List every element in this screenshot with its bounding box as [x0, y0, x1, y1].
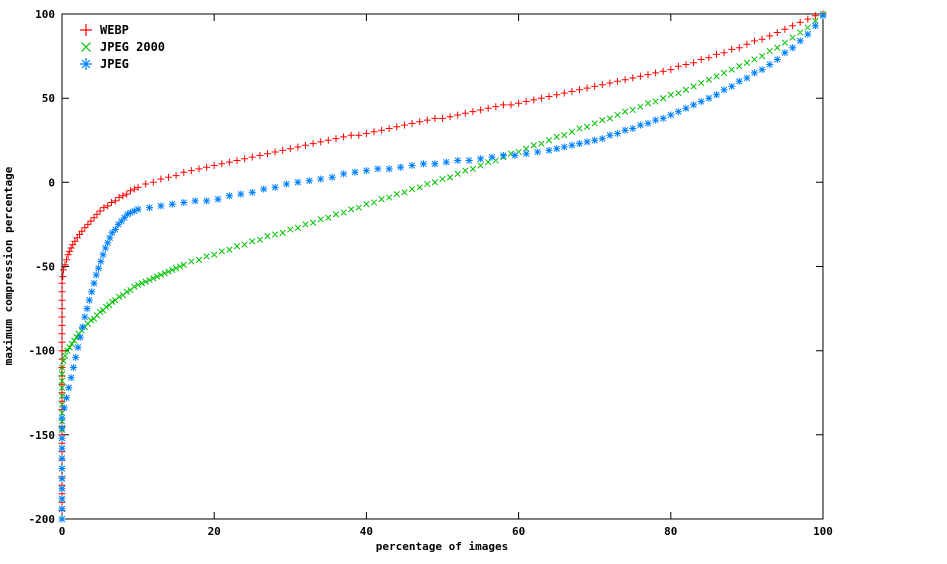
- plot-border: [61, 13, 824, 520]
- y-tick-label: 0: [48, 176, 55, 189]
- x-tick-label: 40: [360, 525, 373, 538]
- legend-entry-webp: WEBP: [80, 23, 129, 37]
- cross-marker-icon: [81, 42, 91, 52]
- x-tick-label: 0: [59, 525, 66, 538]
- x-axis-label: percentage of images: [376, 540, 508, 553]
- legend-label-jpeg: JPEG: [100, 57, 129, 71]
- legend-label-jpeg2000: JPEG 2000: [100, 40, 165, 54]
- series-jpeg: [58, 12, 827, 523]
- y-axis-label: maximum compression percentage: [2, 166, 15, 365]
- y-tick-label: 50: [42, 92, 55, 105]
- y-tick-label: -200: [29, 513, 56, 526]
- y-tick-label: -150: [29, 429, 56, 442]
- series-jpeg-2000: [58, 10, 827, 523]
- legend-label-webp: WEBP: [100, 23, 129, 37]
- x-tick-label: 100: [813, 525, 833, 538]
- plus-marker-icon: [80, 24, 92, 36]
- x-tick-label: 80: [664, 525, 677, 538]
- asterisk-marker-icon: [80, 58, 92, 70]
- legend: WEBP JPEG 2000 JPEG: [80, 23, 165, 71]
- plot-generated-layer: 0 20 40 60 80 100 100 50 0 -50 -100 -150 -200: [29, 8, 833, 538]
- y-tick-label: -50: [35, 261, 55, 274]
- legend-entry-jpeg: JPEG: [80, 57, 129, 71]
- legend-entry-jpeg2000: JPEG 2000: [81, 40, 165, 54]
- y-tick-label: -100: [29, 345, 56, 358]
- x-tick-label: 60: [512, 525, 525, 538]
- x-tick-label: 20: [208, 525, 221, 538]
- y-tick-label: 100: [35, 8, 55, 21]
